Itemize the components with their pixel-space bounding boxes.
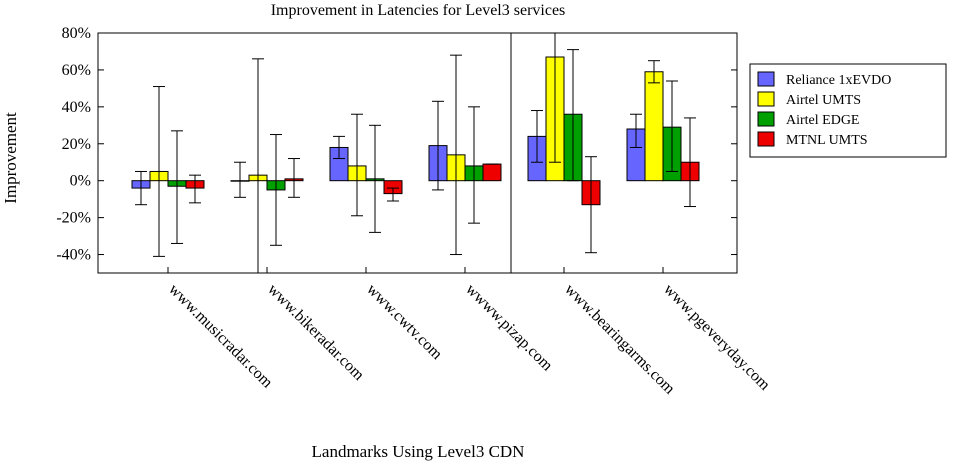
x-tick-label: www.musicradar.com xyxy=(165,281,276,392)
y-tick-label: -40% xyxy=(56,247,91,264)
bar xyxy=(482,163,502,182)
legend-swatch xyxy=(757,131,775,147)
legend-swatch xyxy=(757,91,775,107)
legend-box xyxy=(749,63,947,158)
legend: Reliance 1xEVDO Airtel UMTS Airtel EDGE MTN… xyxy=(749,63,947,158)
y-tick-label: -20% xyxy=(56,210,91,227)
y-tick-label: 20% xyxy=(62,136,91,153)
y-tick-label: 80% xyxy=(62,25,91,42)
y-tick-label: 40% xyxy=(62,99,91,116)
y-tick-label: 60% xyxy=(62,62,91,79)
x-tick-label: www.cwtv.com xyxy=(363,281,446,364)
plot-area: -40% -20% 0% 20% 40% 60% 80% www.musicradar.com… xyxy=(56,25,773,398)
plot-frame xyxy=(97,32,738,274)
chart-title: Improvement in Latencies for Level3 serv… xyxy=(271,2,566,19)
legend-label: Airtel UMTS xyxy=(786,93,861,108)
legend-swatch xyxy=(757,111,775,127)
y-axis-label: Improvement xyxy=(1,112,20,204)
x-tick-label: www.bikeradar.com xyxy=(264,281,367,384)
x-tick-label: www.pgeveryday.com xyxy=(660,281,773,394)
y-tick-label: 0% xyxy=(70,173,91,190)
bar xyxy=(644,71,664,182)
x-axis-label: Landmarks Using Level3 CDN xyxy=(312,442,525,461)
legend-swatch xyxy=(757,71,775,87)
legend-label: Reliance 1xEVDO xyxy=(786,73,891,88)
legend-label: Airtel EDGE xyxy=(786,113,859,128)
x-tick-label: wwww.pizap.com xyxy=(462,281,556,375)
legend-label: MTNL UMTS xyxy=(786,133,868,148)
x-tick-label: www.bearingarms.com xyxy=(561,281,678,398)
